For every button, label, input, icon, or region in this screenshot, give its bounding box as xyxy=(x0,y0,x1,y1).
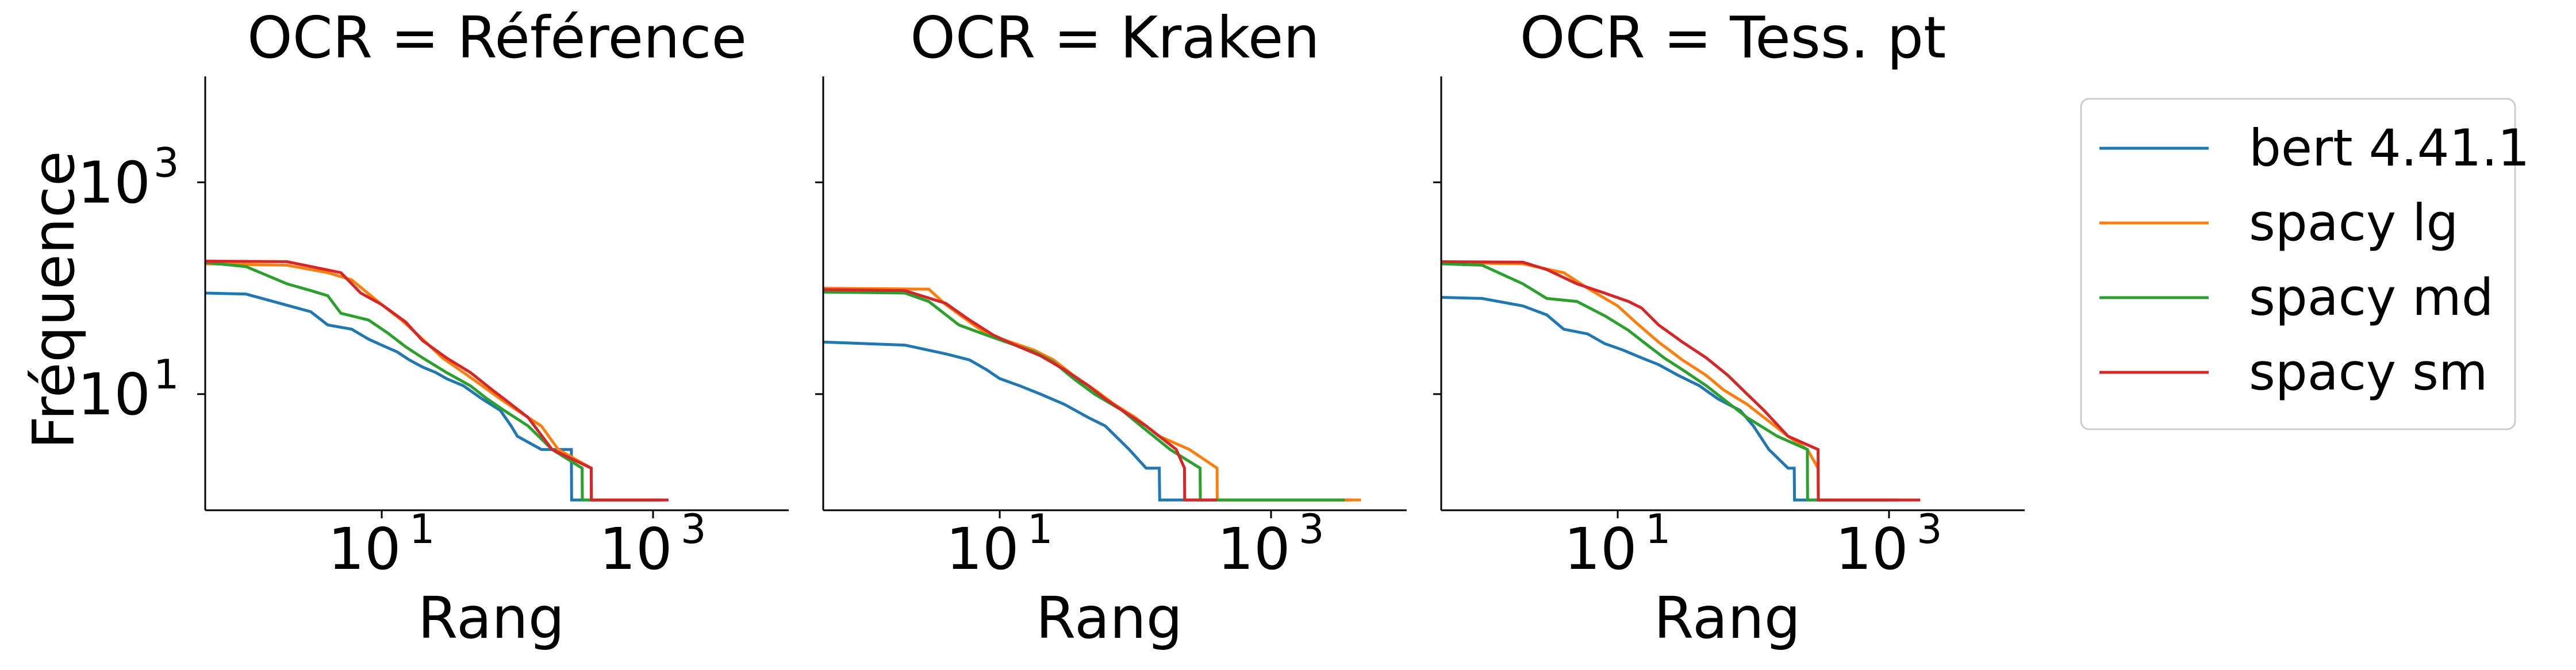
x-tick-exponent: 1 xyxy=(1645,506,1671,553)
x-axis-label: Rang xyxy=(418,584,565,652)
panel-title: OCR = Référence xyxy=(247,4,747,71)
legend-label-bert-4-41-1: bert 4.41.1 xyxy=(2249,118,2530,178)
series-line-spacy-sm xyxy=(1441,260,1921,502)
series-line-bert-4-41-1 xyxy=(823,340,1353,502)
x-tick-label: 10 xyxy=(1835,515,1908,583)
series-line-spacy-lg xyxy=(205,262,659,502)
legend-label-spacy-lg: spacy lg xyxy=(2249,193,2458,252)
series-line-spacy-lg xyxy=(823,287,1361,502)
legend-label-spacy-sm: spacy sm xyxy=(2249,342,2488,402)
series-line-spacy-md xyxy=(1441,262,1889,502)
series-line-spacy-sm xyxy=(823,288,1218,502)
x-tick-exponent: 1 xyxy=(409,506,435,553)
y-tick-exponent: 1 xyxy=(153,351,179,398)
x-tick-label: 10 xyxy=(1564,515,1637,583)
x-axis-label: Rang xyxy=(1036,584,1183,652)
series-line-spacy-lg xyxy=(1441,261,1900,502)
x-axis-label: Rang xyxy=(1654,584,1800,652)
x-tick-exponent: 3 xyxy=(681,506,707,553)
legend-label-spacy-md: spacy md xyxy=(2249,268,2494,327)
x-tick-label: 10 xyxy=(328,515,401,583)
series-line-bert-4-41-1 xyxy=(205,291,664,502)
y-tick-label: 10 xyxy=(78,149,151,216)
x-tick-label: 10 xyxy=(1217,515,1290,583)
y-tick-label: 10 xyxy=(78,361,151,428)
panel-title: OCR = Tess. pt xyxy=(1520,4,1946,71)
series-line-spacy-md xyxy=(823,290,1345,502)
legend: bert 4.41.1 spacy lg spacy md spacy sm xyxy=(2080,98,2530,430)
x-tick-label: 10 xyxy=(599,515,672,583)
panel-title: OCR = Kraken xyxy=(910,4,1320,71)
x-tick-exponent: 3 xyxy=(1917,506,1942,553)
y-tick-exponent: 3 xyxy=(153,139,179,186)
legend-frame xyxy=(2080,98,2516,430)
y-axis-label: Fréquence xyxy=(20,151,87,449)
x-tick-exponent: 1 xyxy=(1027,506,1053,553)
series-line-bert-4-41-1 xyxy=(1441,296,1900,502)
x-tick-label: 10 xyxy=(946,515,1019,583)
series-line-spacy-sm xyxy=(205,260,669,502)
x-tick-exponent: 3 xyxy=(1299,506,1325,553)
series-line-spacy-md xyxy=(205,261,662,502)
